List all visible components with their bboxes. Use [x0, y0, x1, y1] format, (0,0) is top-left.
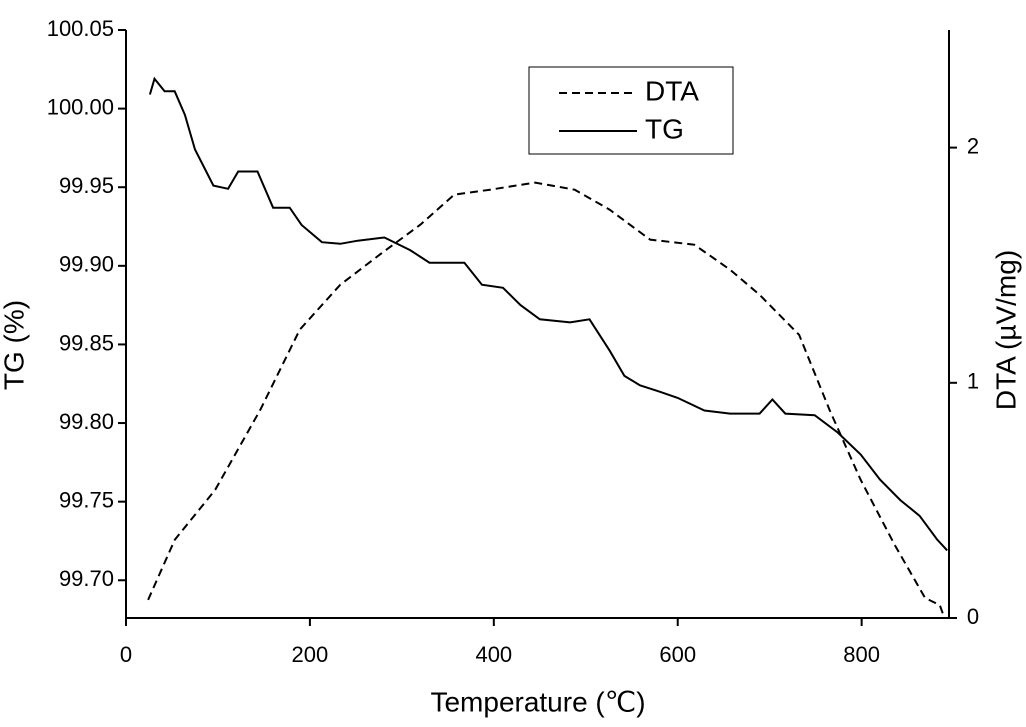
y-tick-label: 99.80 [59, 409, 114, 434]
y2-tick-label: 0 [967, 604, 979, 629]
y-tick-label: 99.85 [59, 330, 114, 355]
y2-axis-label: DTA (µV/mg) [990, 250, 1021, 410]
series-line [148, 76, 948, 552]
y2-tick-label: 2 [967, 133, 979, 158]
y-tick-label: 100.05 [47, 16, 114, 41]
legend-label: TG [645, 113, 684, 144]
series-line [147, 181, 946, 619]
y-tick-label: 99.95 [59, 173, 114, 198]
y2-tick-label: 1 [967, 369, 979, 394]
y-tick-label: 100.00 [47, 94, 114, 119]
x-axis-label: Temperature (℃) [430, 686, 645, 717]
y-tick-label: 99.70 [59, 566, 114, 591]
y-tick-label: 99.75 [59, 487, 114, 512]
x-tick-label: 200 [292, 642, 329, 667]
y-tick-label: 99.90 [59, 252, 114, 277]
y-axis-label: TG (%) [0, 300, 29, 390]
x-tick-label: 600 [659, 642, 696, 667]
x-tick-label: 400 [475, 642, 512, 667]
legend-label: DTA [645, 75, 699, 106]
x-tick-label: 0 [120, 642, 132, 667]
legend-box [528, 66, 734, 155]
x-tick-label: 800 [843, 642, 880, 667]
